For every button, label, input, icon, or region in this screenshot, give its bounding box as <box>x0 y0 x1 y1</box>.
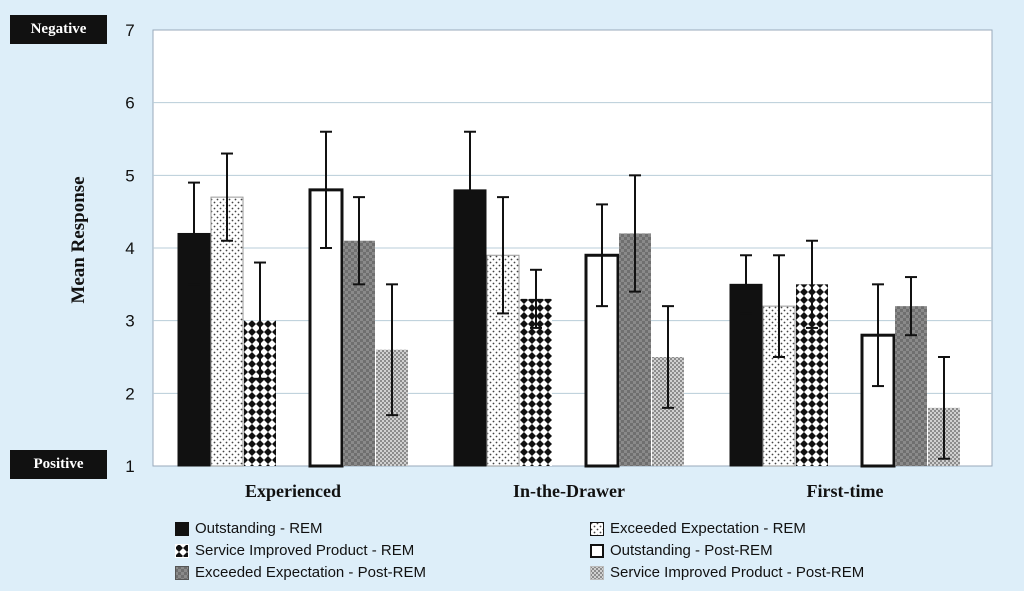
bar <box>177 232 211 467</box>
y-tick-label: 2 <box>125 384 134 403</box>
negative-label: Negative <box>10 15 107 44</box>
x-axis-categories: Experienced In-the-Drawer First-time <box>245 481 883 501</box>
y-tick-label: 6 <box>125 94 134 113</box>
y-tick-label: 5 <box>125 166 134 185</box>
x-category-label: First-time <box>807 481 884 501</box>
x-category-label: Experienced <box>245 481 341 501</box>
bars <box>177 188 960 468</box>
bar <box>729 283 763 467</box>
y-axis-label: Mean Response <box>68 176 89 303</box>
positive-label: Positive <box>10 450 107 479</box>
y-tick-label: 4 <box>125 239 134 258</box>
gridlines <box>153 102 992 394</box>
y-tick-label: 7 <box>125 21 134 40</box>
y-tick-label: 1 <box>125 457 134 476</box>
x-category-label: In-the-Drawer <box>513 481 625 501</box>
y-tick-label: 3 <box>125 312 134 331</box>
y-axis-ticks: 1 2 3 4 5 6 7 <box>125 21 134 476</box>
error-bars <box>188 130 950 460</box>
